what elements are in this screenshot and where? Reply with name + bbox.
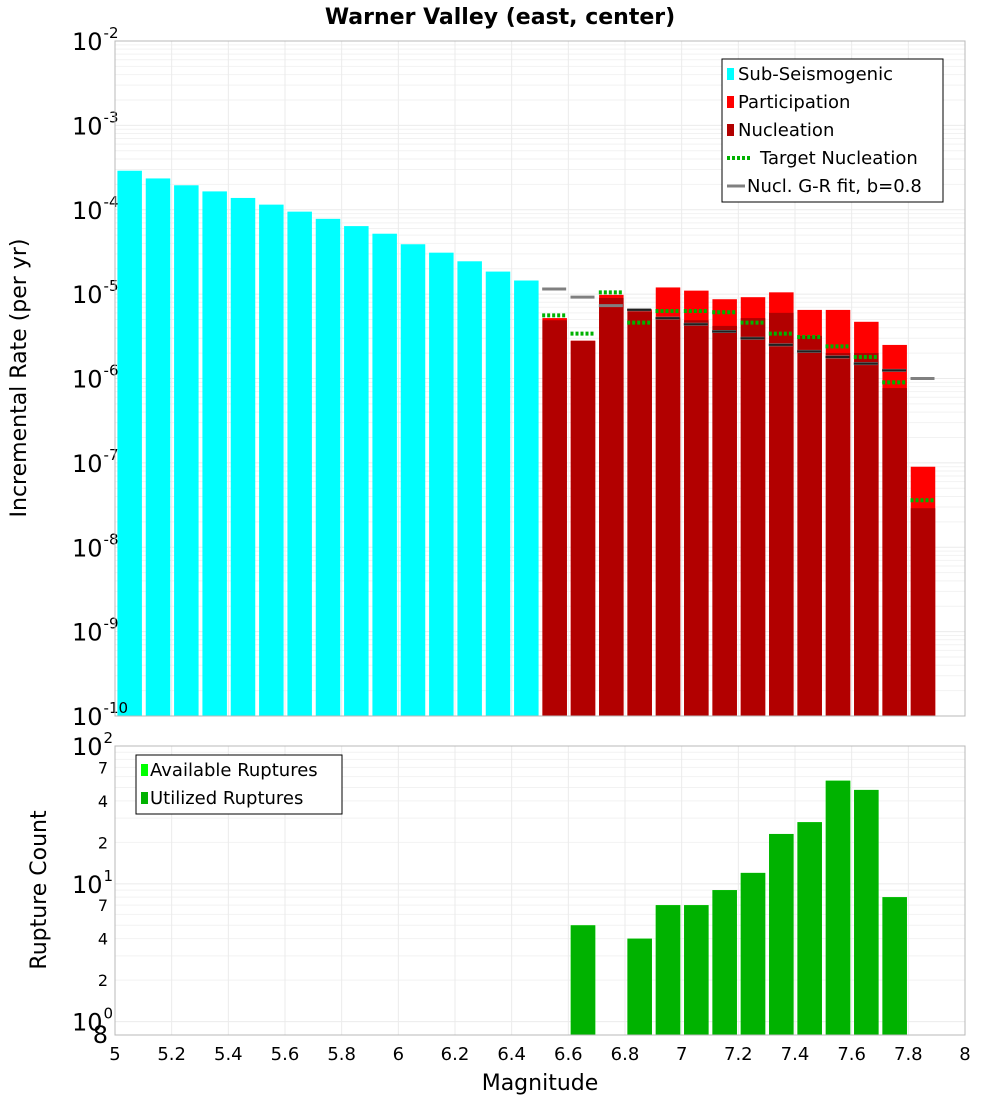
count-y-tick-label: 101 bbox=[72, 867, 113, 899]
x-tick-label: 7.2 bbox=[724, 1044, 753, 1065]
nucleation-bar bbox=[684, 320, 709, 716]
x-tick-label: 5.4 bbox=[214, 1044, 243, 1065]
rate-plot-frame bbox=[114, 40, 966, 717]
sub-seismogenic-bar bbox=[429, 252, 454, 716]
count-y-tick-label: 102 bbox=[72, 729, 113, 761]
count-legend-box bbox=[135, 754, 343, 815]
utilized-ruptures-bar bbox=[712, 890, 737, 1035]
nucleation-bar bbox=[655, 317, 681, 716]
x-tick-label: 6.6 bbox=[554, 1044, 583, 1065]
rate-panel: 10-1010-910-810-710-610-510-410-310-2Sub… bbox=[72, 24, 966, 731]
legend-swatch bbox=[727, 68, 734, 80]
x-tick-label: 7.4 bbox=[781, 1044, 810, 1065]
legend-label: Participation bbox=[738, 92, 850, 113]
legend-swatch bbox=[141, 792, 148, 804]
sub-seismogenic-bar bbox=[457, 261, 482, 716]
sub-seismogenic-bar bbox=[145, 178, 171, 716]
sub-seismogenic-bar bbox=[259, 204, 284, 717]
count-plot-frame bbox=[114, 745, 966, 1036]
count-y-axis-label: Rupture Count bbox=[27, 810, 52, 970]
utilized-ruptures-bar bbox=[627, 938, 652, 1035]
x-tick-label: 6.4 bbox=[497, 1044, 526, 1065]
sub-seismogenic-bar bbox=[400, 244, 426, 717]
nucleation-bar bbox=[599, 297, 624, 716]
x-axis-ticks: 5 5.2 5.4 5.6 5.8 6 6.2 6.4 6.6 6.8 7 7.2 7.4 7.6 7.8 8 bbox=[109, 1044, 970, 1065]
rate-y-tick-label: 10-8 bbox=[72, 530, 119, 562]
count-y-minor-tick-label: 7 bbox=[98, 758, 108, 777]
utilized-ruptures-bar bbox=[684, 905, 709, 1035]
nucleation-bar bbox=[570, 340, 596, 716]
x-tick-label: 6.8 bbox=[611, 1044, 640, 1065]
sub-seismogenic-bar bbox=[485, 271, 511, 716]
rate-y-tick-label: 10-5 bbox=[72, 277, 119, 309]
x-tick-label: 6.2 bbox=[441, 1044, 470, 1065]
count-y-minor-tick-label: 4 bbox=[98, 792, 108, 811]
x-tick-label: 7 bbox=[676, 1044, 687, 1065]
nucleation-bar bbox=[542, 320, 567, 716]
nucleation-bar bbox=[712, 325, 737, 716]
rupture-count-panel: 100 101 102 8 2 4 7 2 4 7 Available Ruptures Utiliz… bbox=[72, 729, 971, 1065]
legend-label: Nucl. G-R fit, b=0.8 bbox=[747, 176, 922, 197]
rate-y-axis-label: Incremental Rate (per yr) bbox=[7, 239, 32, 518]
nucleation-bar bbox=[740, 318, 766, 716]
utilized-ruptures-bar bbox=[655, 905, 681, 1035]
count-y-minor-tick-label: 7 bbox=[98, 896, 108, 915]
x-tick-label: 7.6 bbox=[837, 1044, 866, 1065]
utilized-ruptures-bar bbox=[570, 925, 596, 1035]
x-axis-label: Magnitude bbox=[482, 1071, 599, 1096]
rate-y-tick-label: 10-3 bbox=[72, 108, 119, 140]
nucleation-bar bbox=[882, 388, 907, 716]
count-y-minor-tick-label: 8 bbox=[93, 1021, 108, 1049]
legend-swatch bbox=[141, 764, 148, 776]
x-tick-label: 5.2 bbox=[157, 1044, 186, 1065]
rate-y-tick-label: 10-2 bbox=[72, 24, 119, 56]
sub-seismogenic-bar bbox=[202, 191, 227, 717]
sub-seismogenic-bar bbox=[315, 218, 341, 716]
rate-y-tick-label: 10-10 bbox=[72, 699, 128, 731]
legend-label: Nucleation bbox=[738, 120, 834, 141]
sub-seismogenic-bar bbox=[117, 170, 142, 716]
sub-seismogenic-bar bbox=[344, 226, 369, 716]
utilized-ruptures-bar bbox=[769, 833, 794, 1035]
x-tick-label: 8 bbox=[959, 1044, 970, 1065]
rate-legend: Sub-Seismogenic Participation Nucleation Ta… bbox=[721, 58, 944, 203]
count-y-minor-tick-label: 2 bbox=[98, 833, 108, 852]
utilized-ruptures-bar bbox=[797, 822, 822, 1035]
legend-label: Target Nucleation bbox=[759, 148, 918, 169]
utilized-ruptures-bar bbox=[740, 872, 766, 1035]
count-y-minor-tick-label: 4 bbox=[98, 930, 108, 949]
sub-seismogenic-bar bbox=[287, 211, 312, 716]
sub-seismogenic-bar bbox=[372, 233, 397, 716]
count-y-minor-tick-label: 2 bbox=[98, 971, 108, 990]
x-tick-label: 6 bbox=[393, 1044, 404, 1065]
sub-seismogenic-bar bbox=[514, 280, 539, 716]
legend-label: Available Ruptures bbox=[150, 760, 318, 781]
count-legend: Available Ruptures Utilized Ruptures bbox=[135, 754, 343, 815]
nucleation-bar bbox=[854, 353, 879, 716]
x-tick-label: 5.8 bbox=[327, 1044, 356, 1065]
x-tick-label: 5.6 bbox=[271, 1044, 300, 1065]
utilized-ruptures-bar bbox=[854, 789, 879, 1035]
nucleation-bar bbox=[910, 508, 936, 716]
chart-title: Warner Valley (east, center) bbox=[325, 5, 675, 30]
nucleation-bar bbox=[769, 312, 794, 716]
legend-swatch bbox=[727, 124, 734, 136]
legend-swatch bbox=[727, 96, 734, 108]
sub-seismogenic-bar bbox=[174, 185, 199, 717]
x-tick-label: 7.8 bbox=[894, 1044, 923, 1065]
nucleation-bar bbox=[825, 353, 851, 716]
legend-label: Sub-Seismogenic bbox=[738, 64, 893, 85]
sub-seismogenic-bar bbox=[230, 197, 256, 717]
utilized-ruptures-bar bbox=[882, 897, 907, 1035]
rate-legend-box bbox=[721, 58, 944, 203]
nucleation-bar bbox=[797, 335, 822, 716]
count-y-tick-label: 100 bbox=[72, 1005, 113, 1037]
nucleation-bar bbox=[627, 311, 652, 716]
legend-label: Utilized Ruptures bbox=[150, 788, 303, 809]
utilized-ruptures-bar bbox=[825, 780, 851, 1035]
x-tick-label: 5 bbox=[109, 1044, 120, 1065]
